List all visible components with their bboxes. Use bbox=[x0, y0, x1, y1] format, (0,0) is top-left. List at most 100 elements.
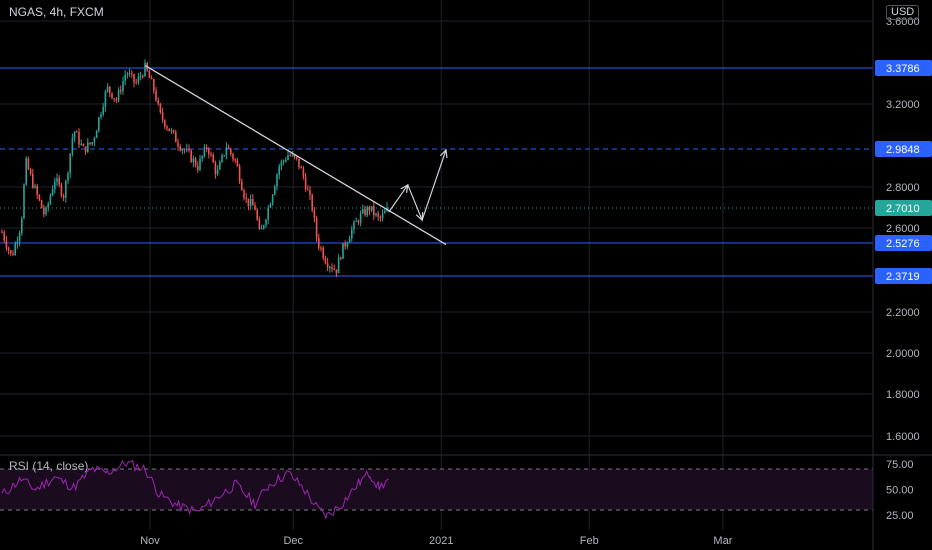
candle-body bbox=[304, 176, 307, 190]
candle-body bbox=[384, 211, 386, 214]
candle-body bbox=[14, 243, 16, 255]
candle-body bbox=[364, 209, 366, 216]
candle-body bbox=[93, 138, 96, 143]
candle-body bbox=[256, 210, 258, 220]
candle-body bbox=[69, 153, 71, 174]
candle-body bbox=[100, 114, 102, 118]
price-axis[interactable]: 3.60003.20002.80002.60002.20002.00001.80… bbox=[875, 16, 932, 522]
candle-body bbox=[78, 131, 80, 145]
candle-body bbox=[326, 263, 329, 268]
candle-body bbox=[10, 250, 12, 254]
price-tick-label: 2.8000 bbox=[886, 182, 920, 194]
candle-body bbox=[21, 218, 23, 233]
candle-body bbox=[214, 162, 217, 175]
candle-body bbox=[73, 131, 76, 139]
time-tick-label: Nov bbox=[140, 535, 160, 547]
arrow-head-1 bbox=[400, 183, 409, 193]
time-tick-label: Feb bbox=[580, 535, 599, 547]
candle-body bbox=[293, 154, 296, 158]
arrow-head-3 bbox=[439, 148, 448, 159]
candle-body bbox=[104, 91, 107, 107]
candle-body bbox=[315, 217, 318, 238]
candle-body bbox=[265, 219, 267, 226]
candle-body bbox=[58, 178, 60, 185]
rsi-pane bbox=[0, 459, 873, 521]
candle-body bbox=[245, 198, 247, 200]
candle-body bbox=[111, 92, 113, 99]
candle-body bbox=[311, 195, 313, 211]
candle-body bbox=[313, 210, 316, 218]
candle-body bbox=[234, 159, 236, 161]
candle-body bbox=[346, 242, 349, 247]
rsi-tick-label: 50.00 bbox=[886, 485, 914, 497]
currency-button[interactable]: USD bbox=[886, 5, 920, 20]
candle-body bbox=[181, 149, 184, 151]
candle-body bbox=[47, 203, 49, 208]
candle-body bbox=[43, 208, 45, 215]
candle-body bbox=[348, 238, 351, 243]
candle-body bbox=[51, 188, 54, 196]
trendline[interactable] bbox=[144, 65, 447, 246]
candle-body bbox=[362, 209, 364, 214]
candle-body bbox=[186, 148, 188, 151]
candle-body bbox=[115, 98, 118, 101]
candle-body bbox=[370, 206, 373, 211]
candle-body bbox=[379, 216, 382, 218]
level-2.3719-label: 2.3719 bbox=[886, 271, 920, 283]
candle-body bbox=[331, 267, 333, 270]
candle-body bbox=[353, 221, 355, 230]
candle-body bbox=[278, 166, 280, 175]
candle-body bbox=[95, 130, 98, 139]
rsi-tick-label: 75.00 bbox=[886, 459, 914, 471]
candle-body bbox=[221, 155, 223, 162]
candle-body bbox=[232, 153, 234, 160]
candle-body bbox=[76, 131, 78, 133]
candle-body bbox=[56, 178, 58, 182]
candle-body bbox=[287, 155, 289, 161]
candle-body bbox=[159, 103, 162, 113]
candle-body bbox=[177, 142, 179, 147]
projection-path[interactable] bbox=[388, 149, 447, 222]
candle-body bbox=[307, 189, 309, 191]
candle-body bbox=[80, 144, 82, 146]
candle-body bbox=[40, 200, 43, 209]
candle-body bbox=[212, 154, 214, 163]
candle-body bbox=[148, 70, 151, 79]
level-3.3786-tag bbox=[875, 60, 932, 76]
candle-body bbox=[199, 158, 201, 170]
rsi-indicator-label[interactable]: RSI (14, close) bbox=[9, 459, 89, 473]
candle-body bbox=[322, 248, 324, 259]
candle-body bbox=[3, 232, 5, 241]
symbol-title[interactable]: NGAS, 4h, FXCM bbox=[9, 5, 104, 19]
candle-body bbox=[183, 149, 186, 151]
candle-body bbox=[190, 150, 192, 163]
candle-body bbox=[54, 181, 56, 189]
candle-body bbox=[194, 158, 197, 166]
price-tick-label: 1.8000 bbox=[886, 389, 920, 401]
candle-body bbox=[45, 207, 47, 215]
candle-body bbox=[238, 166, 241, 182]
candle-body bbox=[155, 90, 157, 101]
candle-body bbox=[258, 219, 261, 230]
candle-body bbox=[5, 240, 8, 249]
candle-body bbox=[71, 138, 74, 154]
candle-body bbox=[267, 207, 269, 220]
candle-body bbox=[34, 185, 36, 188]
price-tick-label: 3.2000 bbox=[886, 99, 920, 111]
candle-body bbox=[230, 148, 232, 154]
candle-body bbox=[205, 147, 208, 150]
candle-body bbox=[91, 142, 93, 145]
candle-body bbox=[309, 190, 311, 196]
candle-body bbox=[280, 161, 283, 167]
candle-body bbox=[276, 174, 278, 187]
chart-grid bbox=[0, 0, 873, 530]
last-price-tag bbox=[875, 200, 932, 216]
candle-body bbox=[359, 213, 362, 223]
drawings bbox=[144, 65, 448, 246]
candle-body bbox=[109, 86, 111, 93]
candle-body bbox=[271, 194, 274, 205]
candle-body bbox=[7, 248, 10, 251]
candle-body bbox=[289, 155, 291, 157]
time-axis[interactable]: Nov Dec 2021 Feb Mar bbox=[140, 535, 732, 547]
